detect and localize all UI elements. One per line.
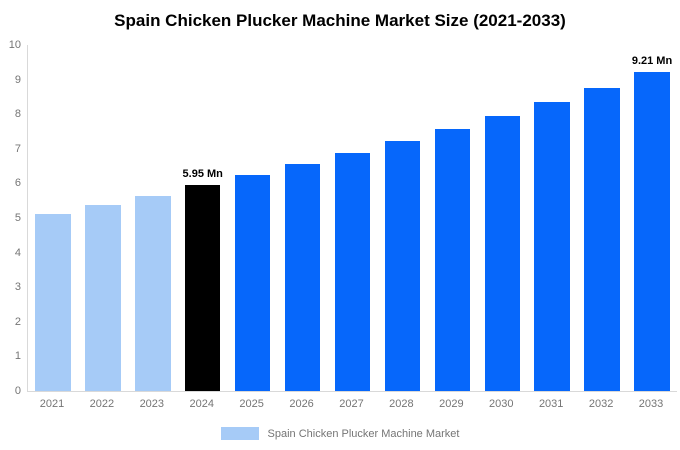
y-tick-2: 2: [14, 315, 21, 328]
bar-2027: [334, 152, 371, 391]
chart-title: Spain Chicken Plucker Machine Market Siz…: [114, 11, 566, 30]
y-tick-1: 1: [14, 350, 21, 363]
legend-label: Spain Chicken Plucker Machine Market: [267, 427, 460, 440]
x-label-2027: 2027: [339, 398, 364, 410]
y-tick-7: 7: [14, 142, 21, 155]
y-tick-10: 10: [8, 39, 21, 51]
bar-value-label-2033: 9.21 Mn: [631, 55, 673, 68]
bar-2029: [434, 128, 471, 391]
y-tick-6: 6: [14, 177, 21, 190]
bar-2024: [185, 185, 221, 391]
bar-2025: [234, 175, 271, 391]
bar-value-label-2024: 5.95 Mn: [182, 168, 223, 181]
bar-slot-2028: [377, 45, 427, 391]
bar-slot-2031: [527, 45, 577, 391]
legend-swatch: [220, 427, 259, 440]
y-tick-5: 5: [14, 212, 21, 224]
bar-slot-2022: [78, 45, 128, 391]
x-label-2030: 2030: [489, 398, 514, 410]
bar-2032: [584, 87, 620, 391]
y-tick-8: 8: [14, 108, 21, 121]
bar-slot-2033: 9.21 Mn: [627, 45, 677, 391]
x-label-2022: 2022: [89, 398, 115, 410]
bar-slot-2023: [128, 45, 178, 391]
bar-2023: [135, 195, 171, 391]
plot-area: 5.95 Mn 9.21 Mn: [27, 45, 677, 392]
y-tick-4: 4: [14, 246, 21, 259]
bar-slot-2032: [577, 45, 627, 391]
bar-slot-2024: 5.95 Mn: [178, 45, 228, 391]
x-label-2029: 2029: [439, 398, 464, 410]
x-label-2032: 2032: [588, 398, 614, 410]
bars: 5.95 Mn 9.21 Mn: [28, 45, 677, 391]
bar-2028: [384, 141, 421, 391]
bar-2030: [484, 115, 520, 391]
bar-slot-2027: [328, 45, 378, 391]
bar-slot-2021: [28, 45, 78, 391]
y-tick-0: 0: [14, 385, 21, 397]
x-label-2031: 2031: [538, 398, 564, 410]
x-label-2023: 2023: [139, 398, 165, 410]
x-label-2021: 2021: [39, 398, 65, 410]
bar-2026: [284, 164, 321, 391]
y-axis: 0 1 2 3 4 5 6 7 8 9 10: [0, 39, 24, 397]
bar-slot-2030: [477, 45, 527, 391]
legend: Spain Chicken Plucker Machine Market: [0, 427, 680, 440]
x-label-2026: 2026: [289, 398, 314, 410]
bar-slot-2025: [228, 45, 278, 391]
x-axis: 2021 2022 2023 2024 2025 2026 2027 2028 2029 2030…: [27, 398, 676, 410]
bar-2033: [634, 72, 670, 391]
x-label-2024: 2024: [189, 398, 214, 410]
bar-2022: [85, 205, 121, 391]
y-tick-3: 3: [14, 281, 21, 294]
x-label-2033: 2033: [638, 398, 664, 410]
bar-2021: [35, 214, 71, 391]
x-label-2028: 2028: [389, 398, 414, 410]
bar-slot-2026: [278, 45, 328, 391]
bar-2031: [534, 101, 570, 391]
y-tick-9: 9: [14, 73, 21, 86]
x-label-2025: 2025: [239, 398, 264, 410]
bar-slot-2029: [427, 45, 477, 391]
